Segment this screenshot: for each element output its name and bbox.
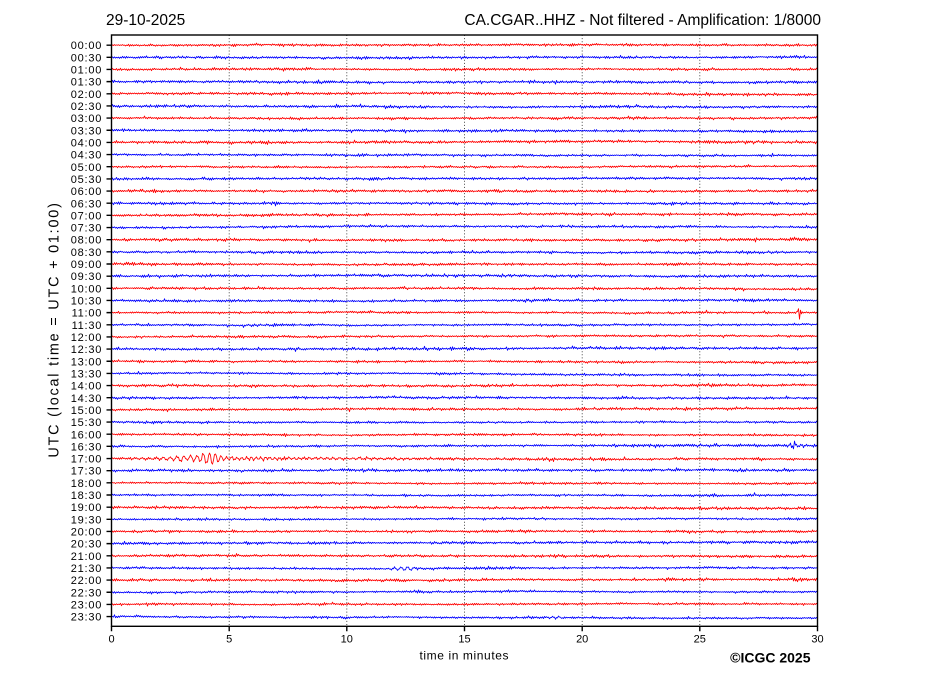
svg-text:06:30: 06:30	[71, 198, 102, 210]
svg-text:15:30: 15:30	[71, 417, 102, 429]
svg-text:08:30: 08:30	[71, 247, 102, 259]
svg-text:15:00: 15:00	[71, 405, 102, 417]
svg-text:22:30: 22:30	[71, 587, 102, 599]
svg-text:09:00: 09:00	[71, 259, 102, 271]
svg-text:18:30: 18:30	[71, 490, 102, 502]
svg-text:05:30: 05:30	[71, 174, 102, 186]
svg-text:10:30: 10:30	[71, 296, 102, 308]
svg-text:13:30: 13:30	[71, 368, 102, 380]
svg-text:0: 0	[108, 633, 114, 645]
svg-text:20: 20	[576, 633, 588, 645]
svg-text:13:00: 13:00	[71, 356, 102, 368]
svg-text:09:30: 09:30	[71, 271, 102, 283]
svg-text:21:30: 21:30	[71, 563, 102, 575]
svg-text:16:00: 16:00	[71, 429, 102, 441]
svg-text:05:00: 05:00	[71, 162, 102, 174]
svg-text:01:30: 01:30	[71, 77, 102, 89]
svg-text:03:30: 03:30	[71, 125, 102, 137]
svg-text:29-10-2025: 29-10-2025	[106, 12, 185, 29]
svg-text:time in minutes: time in minutes	[419, 649, 509, 663]
svg-text:01:00: 01:00	[71, 65, 102, 77]
svg-text:07:00: 07:00	[71, 210, 102, 222]
svg-text:17:00: 17:00	[71, 454, 102, 466]
svg-text:08:00: 08:00	[71, 235, 102, 247]
svg-text:22:00: 22:00	[71, 575, 102, 587]
svg-text:15: 15	[458, 633, 470, 645]
svg-text:UTC (local time = UTC + 01:00): UTC (local time = UTC + 01:00)	[47, 201, 63, 457]
svg-text:14:00: 14:00	[71, 381, 102, 393]
svg-text:02:30: 02:30	[71, 101, 102, 113]
svg-text:04:00: 04:00	[71, 137, 102, 149]
svg-text:00:00: 00:00	[71, 40, 102, 52]
svg-text:00:30: 00:30	[71, 52, 102, 64]
svg-text:25: 25	[694, 633, 706, 645]
svg-text:16:30: 16:30	[71, 441, 102, 453]
svg-text:23:30: 23:30	[71, 612, 102, 624]
svg-text:11:00: 11:00	[72, 308, 103, 320]
svg-text:18:00: 18:00	[71, 478, 102, 490]
svg-text:30: 30	[811, 633, 823, 645]
svg-text:19:30: 19:30	[71, 514, 102, 526]
svg-text:21:00: 21:00	[71, 551, 102, 563]
svg-text:02:00: 02:00	[71, 89, 102, 101]
svg-text:14:30: 14:30	[71, 393, 102, 405]
svg-text:CA.CGAR..HHZ - Not filtered -: CA.CGAR..HHZ - Not filtered - Amplificat…	[464, 12, 821, 29]
svg-text:06:00: 06:00	[71, 186, 102, 198]
svg-text:10: 10	[341, 633, 353, 645]
svg-text:12:00: 12:00	[71, 332, 102, 344]
svg-text:19:00: 19:00	[71, 502, 102, 514]
svg-text:5: 5	[226, 633, 232, 645]
svg-text:©ICGC 2025: ©ICGC 2025	[730, 649, 811, 665]
svg-text:10:00: 10:00	[71, 283, 102, 295]
svg-text:12:30: 12:30	[71, 344, 102, 356]
svg-text:07:30: 07:30	[71, 223, 102, 235]
svg-text:11:30: 11:30	[72, 320, 103, 332]
svg-text:20:30: 20:30	[71, 539, 102, 551]
svg-text:04:30: 04:30	[71, 150, 102, 162]
svg-text:03:00: 03:00	[71, 113, 102, 125]
svg-text:23:00: 23:00	[71, 599, 102, 611]
svg-text:17:30: 17:30	[71, 466, 102, 478]
svg-text:20:00: 20:00	[71, 527, 102, 539]
